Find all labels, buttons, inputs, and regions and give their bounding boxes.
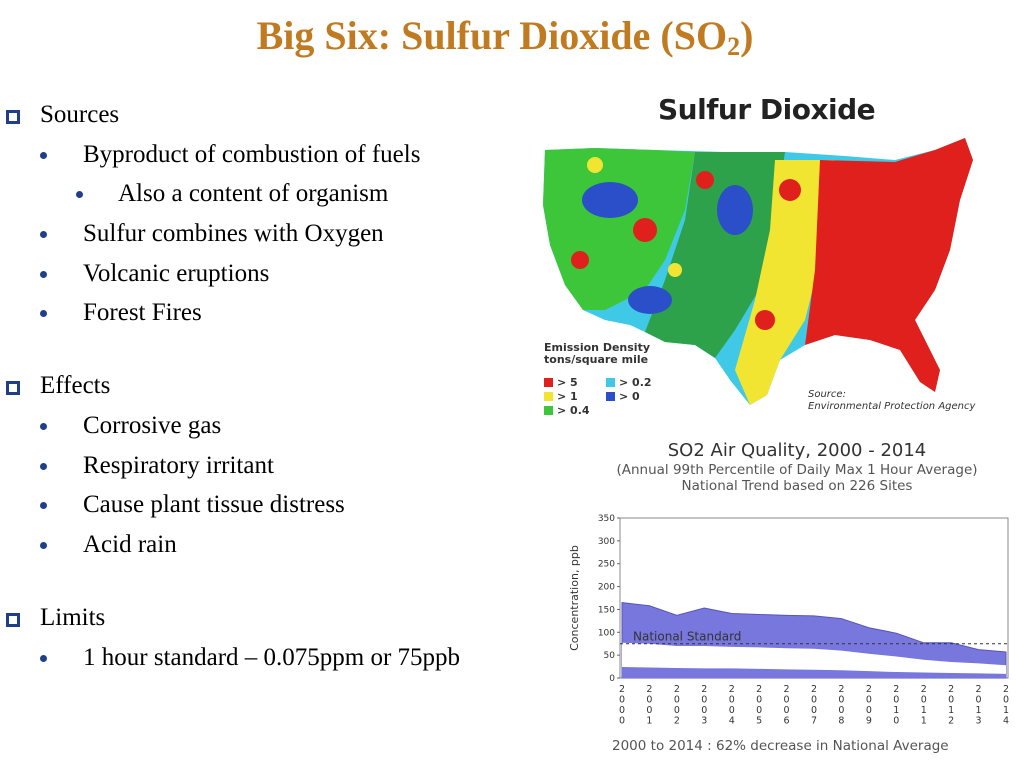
series-area-2 [622, 667, 1006, 678]
bullet-icon [40, 542, 47, 549]
checkbox-bullet-icon [6, 613, 20, 627]
low-emission-spot [628, 286, 672, 314]
y-tick-label: 100 [598, 628, 615, 638]
bullet-icon [40, 152, 47, 159]
limits-heading: Limits [6, 603, 105, 633]
chart-note: National Trend based on 226 Sites [681, 478, 913, 494]
effects-heading: Effects [6, 371, 110, 401]
slide-title: Big Six: Sulfur Dioxide (SO2) [256, 13, 754, 61]
legend-item: > 5 [544, 376, 578, 389]
legend-title: Emission Density tons/square mile [544, 341, 650, 366]
y-tick-label: 250 [598, 560, 615, 570]
western-region [543, 148, 695, 310]
eastern-high-emission-region [805, 138, 973, 392]
chart-footer: 2000 to 2014 : 62% decrease in National … [612, 738, 949, 754]
so2-emission-map [543, 138, 973, 405]
map-legend: Emission Density tons/square mile > 5 > 1… [538, 340, 1008, 418]
high-emission-spot [696, 171, 714, 189]
chart-subtitle: (Annual 99th Percentile of Daily Max 1 H… [616, 462, 978, 478]
bullet-icon [40, 231, 47, 238]
y-tick-label: 200 [598, 583, 615, 593]
y-tick-label: 150 [598, 605, 615, 615]
legend-swatch [544, 378, 553, 387]
high-emission-spot [571, 251, 589, 269]
bullet-icon [40, 271, 47, 278]
y-tick-label: 350 [598, 514, 615, 524]
high-emission-spot [755, 310, 775, 330]
legend-item: > 0.4 [544, 404, 590, 417]
y-tick-label: 300 [598, 537, 615, 547]
high-emission-spot [633, 218, 657, 242]
checkbox-bullet-icon [6, 110, 20, 124]
legend-swatch [606, 392, 615, 401]
y-tick-label: 50 [604, 651, 616, 661]
bullet-icon [40, 423, 47, 430]
legend-item: > 0 [606, 390, 640, 403]
y-tick-label: 0 [609, 674, 615, 684]
chart-header: SO2 Air Quality, 2000 - 2014 (Annual 99t… [572, 440, 1022, 494]
legend-swatch [544, 392, 553, 401]
map-title: Sulfur Dioxide [658, 93, 876, 126]
sources-heading: Sources [6, 100, 119, 130]
plains-region [735, 160, 835, 405]
so2-trend-chart: National Standard 0 50 100 150 200 250 300 350 Co… [568, 514, 1009, 727]
legend-item: > 0.2 [606, 376, 652, 389]
legend-swatch [544, 406, 553, 415]
medium-emission-spot [587, 157, 603, 173]
legend-item: > 1 [544, 390, 578, 403]
bullet-icon [40, 463, 47, 470]
national-standard-label: National Standard [633, 630, 741, 644]
legend-swatch [606, 378, 615, 387]
low-emission-spot [582, 182, 638, 218]
bullet-icon [40, 502, 47, 509]
high-emission-spot [779, 179, 801, 201]
bullet-icon [76, 191, 83, 198]
chart-title: SO2 Air Quality, 2000 - 2014 [667, 440, 927, 461]
low-emission-spot [717, 185, 753, 235]
y-axis-label: Concentration, ppb [568, 545, 581, 651]
bullet-icon [40, 655, 47, 662]
medium-emission-spot [668, 263, 682, 277]
bullet-icon [40, 310, 47, 317]
checkbox-bullet-icon [6, 381, 20, 395]
map-source: Source: Environmental Protection Agency [808, 389, 976, 412]
